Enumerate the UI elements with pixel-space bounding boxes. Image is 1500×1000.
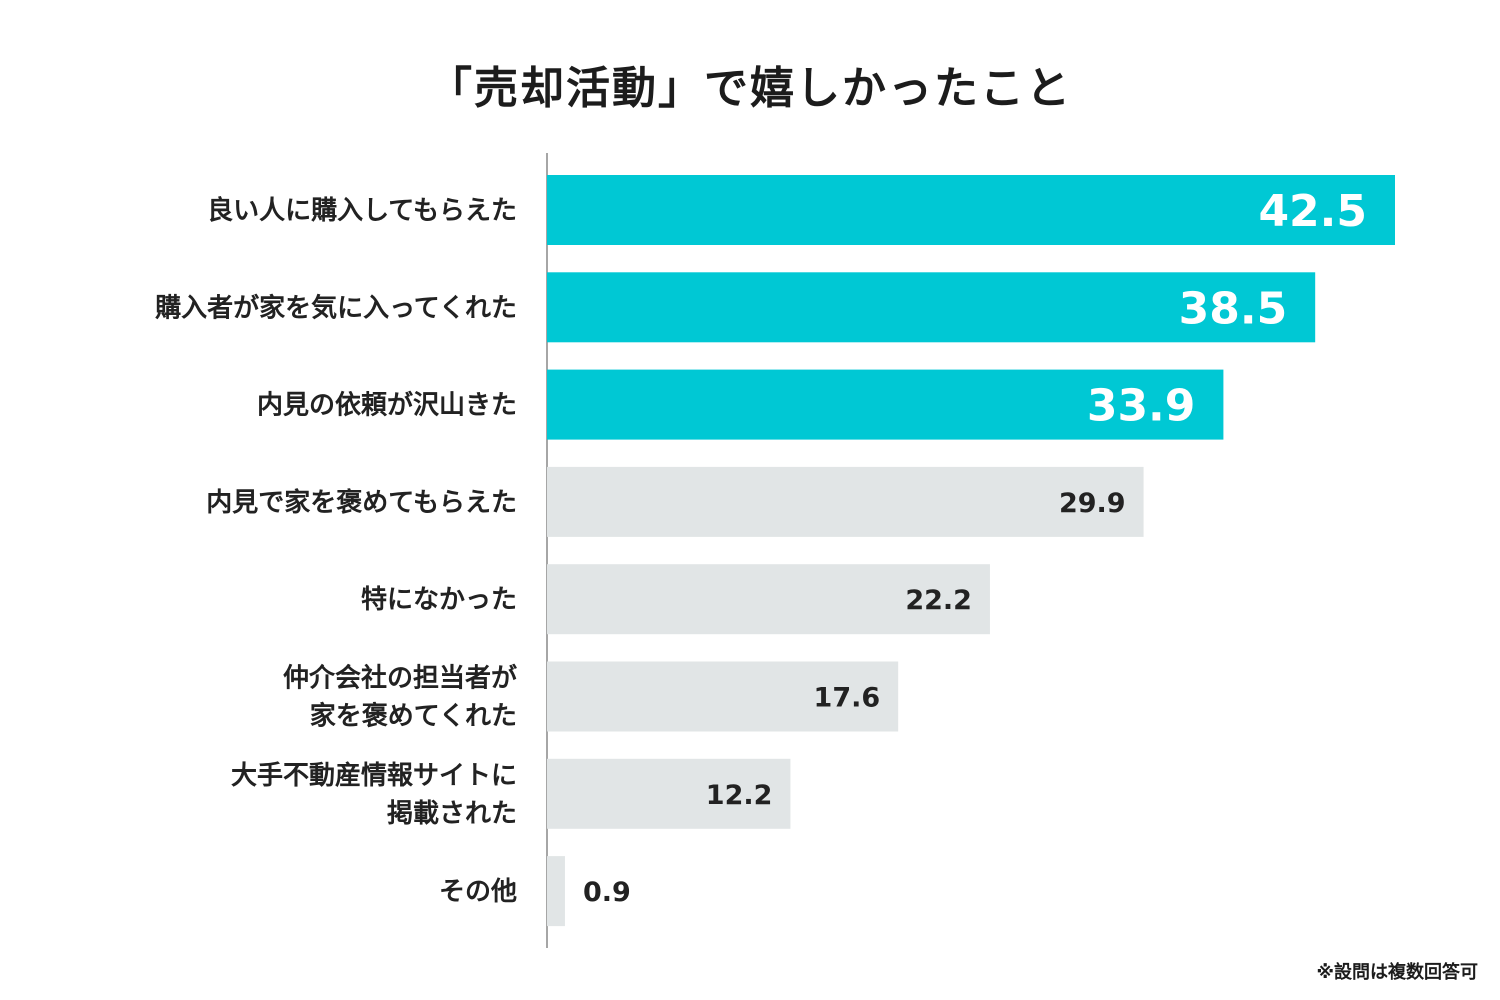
category-label-1: 良い人に購入してもらえた <box>207 195 517 226</box>
value-label-5: 22.2 <box>905 585 972 616</box>
bar-2 <box>547 272 1316 343</box>
bar-3 <box>547 369 1224 440</box>
category-label-8: その他 <box>439 877 517 907</box>
value-label-8: 0.9 <box>583 877 631 908</box>
category-label-4: 内見で家を褒めてもらえた <box>206 487 517 518</box>
bar-8 <box>547 856 565 927</box>
category-label-6-line-1: 仲介会社の担当者が <box>283 663 517 694</box>
category-label-7-line-2: 掲載された <box>387 799 517 829</box>
value-label-4: 29.9 <box>1059 488 1126 519</box>
category-label-5: 特になかった <box>361 584 517 615</box>
value-label-6: 17.6 <box>814 683 881 714</box>
footnote: ※設問は複数回答可 <box>1316 962 1479 983</box>
value-label-7: 12.2 <box>706 780 773 811</box>
bar-4 <box>547 466 1144 537</box>
bar-1 <box>547 175 1395 245</box>
category-label-7-line-1: 大手不動産情報サイトに <box>231 760 517 791</box>
value-label-2: 38.5 <box>1179 283 1288 334</box>
value-label-1: 42.5 <box>1258 186 1367 237</box>
chart-title: 「売却活動」で嬉しかったこと <box>428 63 1072 114</box>
bar-7 <box>547 758 791 829</box>
category-label-3: 内見の依頼が沢山きた <box>257 390 517 421</box>
category-label-2: 購入者が家を気に入ってくれた <box>155 292 517 323</box>
category-label-6-line-2: 家を褒めてくれた <box>310 701 517 732</box>
bar-5 <box>547 564 990 635</box>
bar-6 <box>547 661 899 732</box>
bars-group: 42.5 良い人に購入してもらえた 38.5 購入者が家を気に入ってくれた 33.9 内見… <box>155 175 1395 927</box>
value-label-3: 33.9 <box>1087 381 1196 432</box>
